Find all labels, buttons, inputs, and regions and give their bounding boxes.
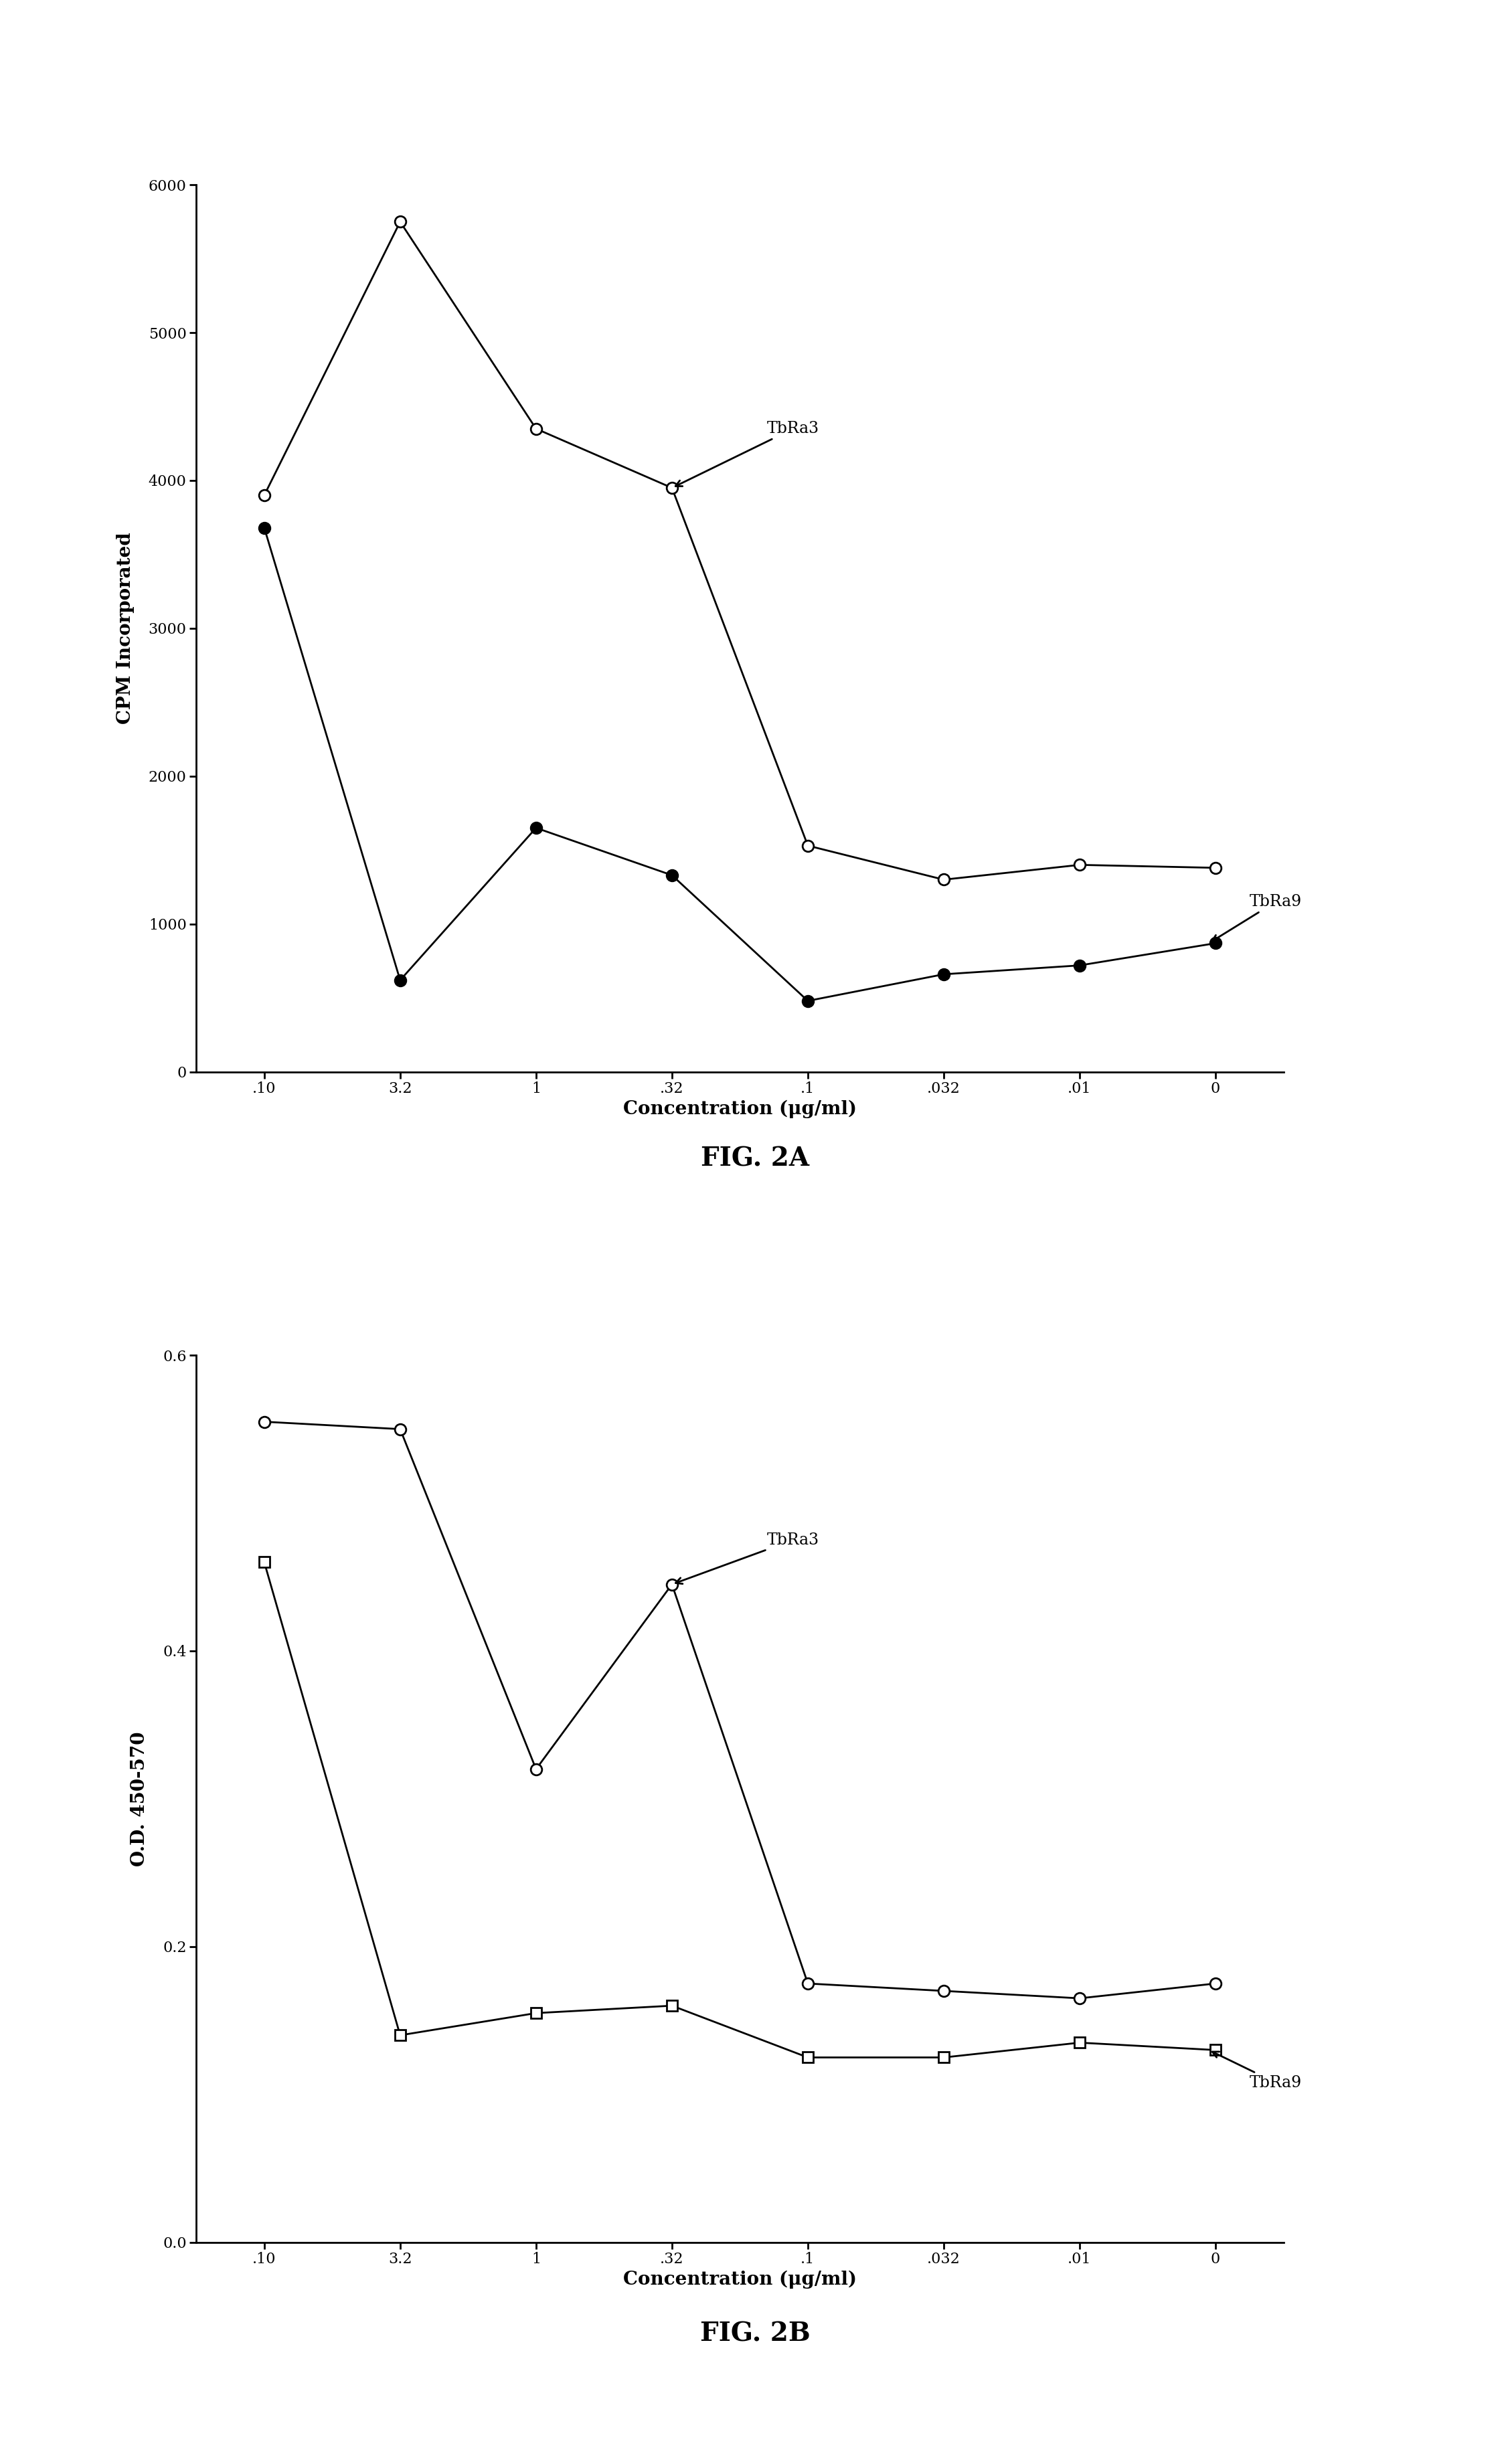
X-axis label: Concentration (μg/ml): Concentration (μg/ml) — [624, 1099, 856, 1119]
Text: TbRa9: TbRa9 — [1213, 894, 1302, 941]
Text: FIG. 2A: FIG. 2A — [701, 1146, 809, 1170]
X-axis label: Concentration (μg/ml): Concentration (μg/ml) — [624, 2269, 856, 2289]
Text: TbRa3: TbRa3 — [675, 421, 820, 485]
Text: TbRa3: TbRa3 — [675, 1533, 820, 1584]
Y-axis label: O.D. 450-570: O.D. 450-570 — [131, 1732, 149, 1865]
Y-axis label: CPM Incorporated: CPM Incorporated — [116, 532, 134, 724]
Text: FIG. 2B: FIG. 2B — [699, 2321, 811, 2346]
Text: TbRa9: TbRa9 — [1213, 2053, 1302, 2089]
